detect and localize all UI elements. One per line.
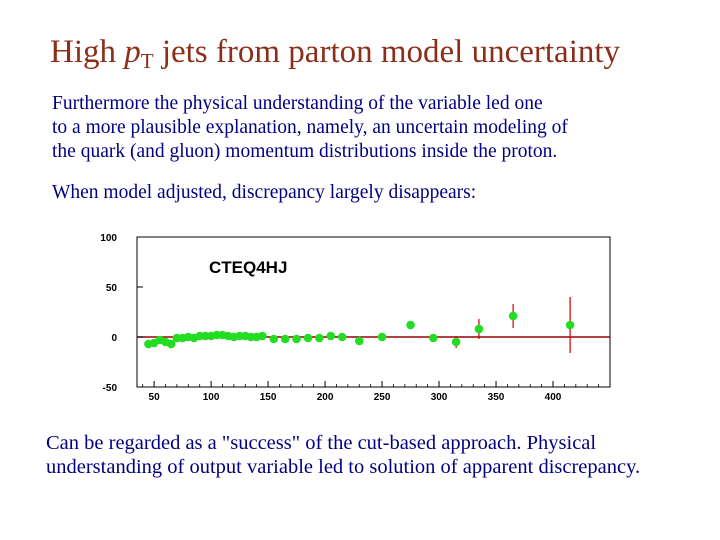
conclusion-line-2: understanding of output variable led to …: [46, 456, 641, 478]
data-point: [429, 333, 438, 343]
data-point: [474, 324, 484, 334]
cteq4hj-annotation: CTEQ4HJ: [209, 258, 287, 277]
intro-line-3: the quark (and gluon) momentum distribut…: [52, 141, 558, 162]
x-tick-label: 50: [149, 392, 161, 403]
x-tick-label: 400: [545, 392, 562, 403]
title-suffix: jets from parton model uncertainty: [153, 34, 621, 70]
slide-title: High pT jets from parton model uncertain…: [50, 34, 620, 74]
data-point: [337, 332, 347, 342]
plot-ticks: 50 100 150 200 250 300 350 400 100 50 0 -50: [100, 233, 600, 403]
data-point: [280, 334, 290, 344]
model-adjusted-paragraph: When model adjusted, discrepancy largely…: [52, 181, 476, 205]
title-subscript: T: [140, 49, 154, 73]
data-point: [269, 334, 279, 344]
y-tick-label: 50: [106, 283, 118, 294]
residual-plot: 50 100 150 200 250 300 350 400 100 50 0 -50 CTEQ4HJ: [100, 233, 611, 403]
plot-border: [136, 236, 611, 388]
intro-line-2: to a more plausible explanation, namely,…: [52, 117, 568, 138]
title-prefix: High: [50, 34, 125, 70]
x-tick-label: 100: [203, 392, 220, 403]
intro-paragraph: Furthermore the physical understanding o…: [52, 92, 568, 164]
data-point: [315, 333, 324, 343]
data-point: [354, 336, 364, 346]
model-adjusted-line: When model adjusted, discrepancy largely…: [52, 182, 477, 203]
data-point: [377, 332, 387, 342]
data-point: [451, 337, 461, 347]
intro-line-1: Furthermore the physical understanding o…: [52, 93, 543, 114]
conclusion-line-1: Can be regarded as a "success" of the cu…: [46, 432, 597, 454]
y-tick-label: 0: [111, 333, 117, 344]
data-point: [166, 339, 176, 349]
x-tick-label: 150: [260, 392, 277, 403]
x-tick-label: 250: [374, 392, 391, 403]
data-point: [303, 333, 313, 343]
y-tick-label: 100: [100, 233, 117, 244]
y-tick-label: -50: [103, 383, 118, 394]
data-point: [508, 311, 518, 321]
plot-points: [144, 297, 575, 353]
title-variable: p: [124, 34, 141, 70]
x-tick-label: 300: [431, 392, 448, 403]
data-point: [258, 331, 267, 341]
x-tick-label: 350: [488, 392, 505, 403]
conclusion-paragraph: Can be regarded as a "success" of the cu…: [46, 431, 640, 479]
plot-frame: [136, 236, 611, 388]
data-point: [406, 320, 415, 330]
data-point: [565, 320, 575, 330]
data-point: [292, 334, 301, 344]
x-tick-label: 200: [317, 392, 334, 403]
data-point: [326, 331, 336, 341]
